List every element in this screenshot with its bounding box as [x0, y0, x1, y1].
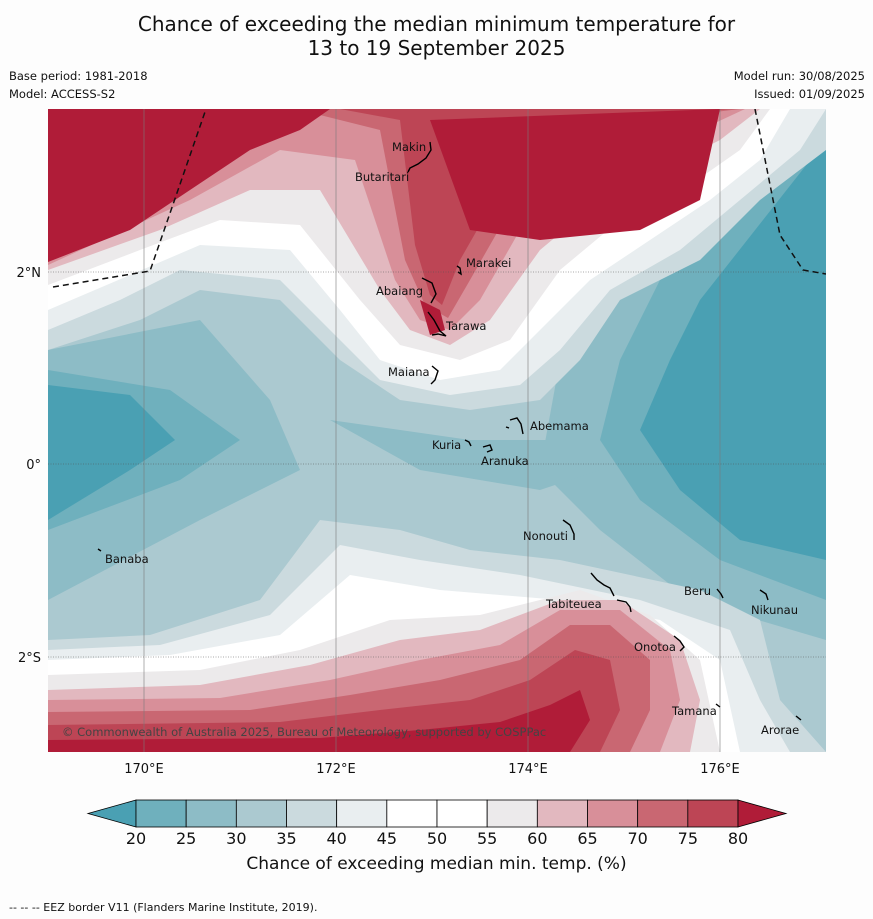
colorbar-tick-label: 60 [527, 829, 547, 848]
title-line-1: Chance of exceeding the median minimum t… [137, 12, 736, 36]
colorbar-segment [185, 799, 237, 828]
place-label: Maiana [388, 365, 430, 379]
eez-border [52, 109, 826, 288]
colorbar-segment [587, 799, 639, 828]
place-label: Nikunau [751, 603, 798, 617]
colorbar-tick-label: 65 [577, 829, 597, 848]
place-label: Onotoa [634, 640, 676, 654]
place-label: Tabiteuea [545, 597, 602, 611]
colorbar-title: Chance of exceeding median min. temp. (%… [246, 854, 627, 874]
meta-right: Model run: 30/08/2025 Issued: 01/09/2025 [734, 69, 865, 105]
place-label: Abemama [530, 419, 589, 433]
warm-region-north [48, 109, 826, 410]
warm-region-south [48, 520, 826, 752]
lon-label: 170°E [124, 762, 164, 777]
place-label: Makin [392, 140, 426, 154]
colorbar-segment [436, 799, 488, 828]
meta-left: Base period: 1981-2018 Model: ACCESS-S2 [9, 69, 148, 105]
island-outlines [97, 141, 802, 721]
colorbar-arrow-high [737, 799, 788, 828]
issued-date: Issued: 01/09/2025 [754, 87, 865, 101]
colorbar-tick-label: 45 [377, 829, 397, 848]
title-line-2: 13 to 19 September 2025 [307, 36, 566, 60]
colorbar-tick-label: 20 [126, 829, 146, 848]
lon-label: 174°E [508, 762, 548, 777]
copyright-notice: © Commonwealth of Australia 2025, Bureau… [62, 725, 546, 739]
map-title: Chance of exceeding the median minimum t… [0, 12, 873, 60]
colorbar-segment [536, 799, 588, 828]
lat-label: 2°S [18, 651, 41, 666]
colorbar-tick-label: 30 [226, 829, 246, 848]
island-labels: Makin Butaritari Marakei Abaiang Tarawa … [105, 140, 799, 737]
cool-region-east [540, 110, 826, 640]
colorbar-segment [336, 799, 388, 828]
eez-footnote: -- -- -- EEZ border V11 (Flanders Marine… [9, 901, 318, 914]
place-label: Arorae [761, 723, 799, 737]
colorbar-segment [687, 799, 739, 828]
map-area: Makin Butaritari Marakei Abaiang Tarawa … [48, 109, 826, 752]
colorbar-tick-label: 80 [728, 829, 748, 848]
colorbar-segment [637, 799, 689, 828]
place-label: Marakei [466, 256, 511, 270]
cool-tongue-central [330, 420, 600, 490]
lon-label: 176°E [700, 762, 740, 777]
graticule [143, 109, 721, 752]
place-label: Nonouti [523, 529, 568, 543]
colorbar-tick-label: 25 [176, 829, 196, 848]
colorbar-tick-label: 55 [477, 829, 497, 848]
lon-label: 172°E [316, 762, 356, 777]
colorbar-segment [486, 799, 538, 828]
colorbar-segment [386, 799, 438, 828]
place-label: Kuria [432, 438, 461, 452]
base-period: Base period: 1981-2018 [9, 69, 148, 83]
place-label: Tarawa [445, 319, 486, 333]
colorbar-arrow-low [86, 799, 137, 828]
colorbar-tick-label: 50 [427, 829, 447, 848]
colorbar-segment [135, 799, 187, 828]
colorbar-tick-label: 40 [326, 829, 346, 848]
lat-label: 0° [26, 458, 41, 473]
colorbar-segment [235, 799, 287, 828]
map-figure: Makin Butaritari Marakei Abaiang Tarawa … [17, 109, 826, 848]
place-label: Butaritari [355, 170, 409, 184]
place-label: Banaba [105, 552, 149, 566]
place-label: Abaiang [376, 284, 423, 298]
colorbar: 20 25 30 35 40 45 50 55 60 65 70 75 80 [86, 799, 788, 848]
place-label: Beru [684, 584, 711, 598]
model-name: Model: ACCESS-S2 [9, 87, 116, 101]
place-label: Aranuka [481, 454, 529, 468]
place-label: Tamana [671, 704, 717, 718]
colorbar-tick-label: 70 [627, 829, 647, 848]
lat-label: 2°N [17, 266, 42, 281]
colorbar-tick-label: 75 [678, 829, 698, 848]
colorbar-tick-label: 35 [276, 829, 296, 848]
axis-labels: 170°E 172°E 174°E 176°E 2°N 0° 2°S [17, 266, 740, 777]
colorbar-segment [286, 799, 338, 828]
model-run: Model run: 30/08/2025 [733, 69, 865, 83]
latitude-lines [48, 271, 826, 658]
